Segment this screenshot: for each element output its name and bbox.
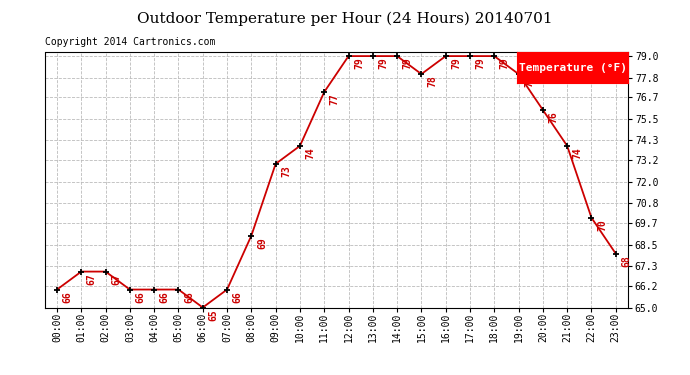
Text: 78: 78: [524, 75, 534, 87]
Text: 79: 79: [403, 57, 413, 69]
Text: 68: 68: [621, 255, 631, 267]
Text: 78: 78: [427, 75, 437, 87]
Text: 79: 79: [500, 57, 510, 69]
Text: 76: 76: [549, 111, 558, 123]
Text: 74: 74: [573, 147, 583, 159]
Text: 66: 66: [135, 291, 146, 303]
Text: 66: 66: [233, 291, 243, 303]
Text: 79: 79: [354, 57, 364, 69]
Text: 79: 79: [378, 57, 388, 69]
Text: 66: 66: [63, 291, 72, 303]
Text: 70: 70: [597, 219, 607, 231]
Text: 66: 66: [184, 291, 194, 303]
Text: 67: 67: [111, 273, 121, 285]
Text: 79: 79: [451, 57, 461, 69]
Text: 77: 77: [330, 93, 339, 105]
Text: Outdoor Temperature per Hour (24 Hours) 20140701: Outdoor Temperature per Hour (24 Hours) …: [137, 11, 553, 26]
Text: 73: 73: [282, 165, 291, 177]
Text: 69: 69: [257, 237, 267, 249]
Text: 67: 67: [87, 273, 97, 285]
Text: Copyright 2014 Cartronics.com: Copyright 2014 Cartronics.com: [45, 38, 215, 47]
Text: 74: 74: [306, 147, 315, 159]
Text: 66: 66: [159, 291, 170, 303]
Text: 65: 65: [208, 309, 218, 321]
Text: 79: 79: [475, 57, 486, 69]
